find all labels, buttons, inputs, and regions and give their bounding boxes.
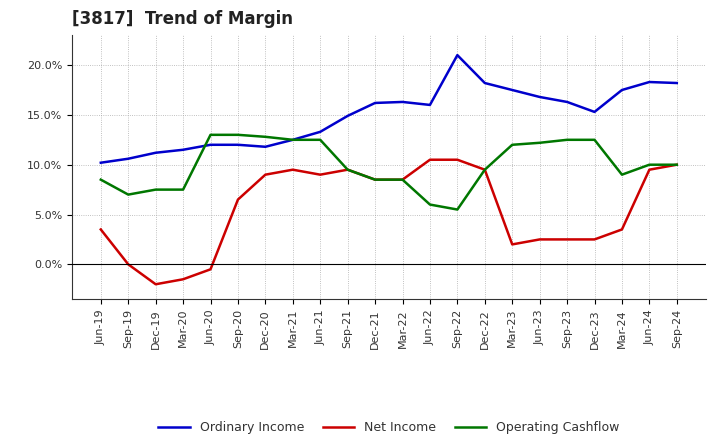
Net Income [289, 167, 297, 172]
Operating Cashflow [316, 137, 325, 143]
Ordinary Income [398, 99, 407, 105]
Net Income [508, 242, 516, 247]
Operating Cashflow [672, 162, 681, 167]
Net Income [261, 172, 270, 177]
Line: Net Income: Net Income [101, 160, 677, 284]
Ordinary Income [96, 160, 105, 165]
Operating Cashflow [371, 177, 379, 182]
Operating Cashflow [398, 177, 407, 182]
Operating Cashflow [480, 167, 489, 172]
Net Income [124, 262, 132, 267]
Net Income [618, 227, 626, 232]
Operating Cashflow [96, 177, 105, 182]
Net Income [206, 267, 215, 272]
Net Income [645, 167, 654, 172]
Net Income [233, 197, 242, 202]
Ordinary Income [206, 142, 215, 147]
Operating Cashflow [179, 187, 187, 192]
Operating Cashflow [508, 142, 516, 147]
Operating Cashflow [206, 132, 215, 137]
Net Income [536, 237, 544, 242]
Line: Operating Cashflow: Operating Cashflow [101, 135, 677, 209]
Net Income [371, 177, 379, 182]
Ordinary Income [124, 156, 132, 161]
Ordinary Income [316, 129, 325, 135]
Net Income [179, 277, 187, 282]
Operating Cashflow [645, 162, 654, 167]
Ordinary Income [233, 142, 242, 147]
Ordinary Income [590, 109, 599, 114]
Ordinary Income [179, 147, 187, 152]
Ordinary Income [536, 94, 544, 99]
Net Income [316, 172, 325, 177]
Ordinary Income [618, 88, 626, 93]
Ordinary Income [672, 81, 681, 86]
Net Income [96, 227, 105, 232]
Ordinary Income [453, 52, 462, 58]
Ordinary Income [371, 100, 379, 106]
Net Income [590, 237, 599, 242]
Ordinary Income [261, 144, 270, 150]
Net Income [480, 167, 489, 172]
Net Income [151, 282, 160, 287]
Ordinary Income [289, 137, 297, 143]
Ordinary Income [426, 102, 434, 107]
Operating Cashflow [233, 132, 242, 137]
Net Income [453, 157, 462, 162]
Ordinary Income [343, 113, 352, 118]
Ordinary Income [645, 79, 654, 84]
Operating Cashflow [536, 140, 544, 146]
Net Income [343, 167, 352, 172]
Operating Cashflow [261, 134, 270, 139]
Line: Ordinary Income: Ordinary Income [101, 55, 677, 163]
Legend: Ordinary Income, Net Income, Operating Cashflow: Ordinary Income, Net Income, Operating C… [153, 416, 624, 439]
Net Income [398, 177, 407, 182]
Operating Cashflow [343, 167, 352, 172]
Text: [3817]  Trend of Margin: [3817] Trend of Margin [72, 10, 293, 28]
Ordinary Income [480, 81, 489, 86]
Operating Cashflow [563, 137, 572, 143]
Net Income [426, 157, 434, 162]
Ordinary Income [563, 99, 572, 105]
Net Income [563, 237, 572, 242]
Operating Cashflow [289, 137, 297, 143]
Net Income [672, 162, 681, 167]
Ordinary Income [508, 88, 516, 93]
Operating Cashflow [151, 187, 160, 192]
Operating Cashflow [426, 202, 434, 207]
Operating Cashflow [124, 192, 132, 197]
Operating Cashflow [590, 137, 599, 143]
Ordinary Income [151, 150, 160, 155]
Operating Cashflow [618, 172, 626, 177]
Operating Cashflow [453, 207, 462, 212]
